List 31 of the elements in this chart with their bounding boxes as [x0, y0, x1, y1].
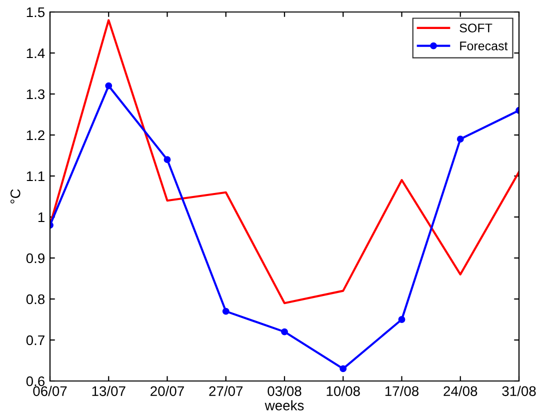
x-tick-label: 17/08	[385, 386, 419, 396]
x-tick-label: 06/07	[33, 386, 67, 396]
y-tick-label: 0.7	[26, 335, 44, 346]
line-series	[50, 19, 519, 304]
legend-label: Forecast	[460, 42, 508, 50]
x-tick-label: 03/08	[268, 386, 302, 396]
y-tick-label: 1.1	[26, 171, 44, 182]
point	[222, 308, 230, 315]
y-tick-label: 0.8	[26, 294, 45, 304]
x-tick-label: 31/08	[502, 386, 536, 396]
point	[340, 365, 347, 372]
y-tick-label: 1.2	[26, 130, 44, 140]
x-tick-label: 13/07	[92, 386, 126, 396]
y-tick-label: 1.3	[26, 89, 45, 100]
x-tick-label: 27/07	[209, 386, 243, 396]
y-tick-label: 1	[38, 212, 44, 222]
y-tick-label: 1.4	[26, 48, 45, 58]
point	[105, 82, 112, 90]
x-axis-title: weeks	[264, 400, 304, 410]
point	[456, 136, 464, 143]
y-tick-label: 0.9	[26, 253, 44, 264]
x-tick-label: 24/08	[444, 386, 478, 396]
x-tick-label: 10/08	[326, 386, 360, 396]
y-tick-label: 0.6	[26, 376, 45, 386]
x-tick-label: 20/07	[150, 386, 184, 396]
point	[281, 328, 288, 336]
legend-label: SOFT	[460, 24, 492, 32]
point	[164, 156, 171, 164]
y-tick-label: 1.5	[26, 7, 45, 18]
point	[398, 316, 406, 323]
y-axis-title: °C	[10, 189, 20, 204]
